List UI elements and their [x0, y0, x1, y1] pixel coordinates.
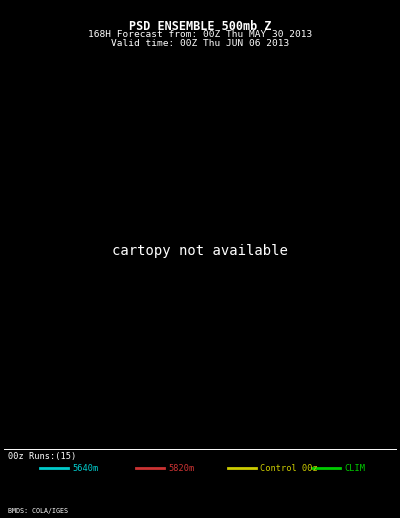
Text: 00z Runs:(15): 00z Runs:(15)	[8, 452, 76, 461]
Text: Control 00z: Control 00z	[260, 464, 318, 473]
Text: PSD ENSEMBLE 500mb Z: PSD ENSEMBLE 500mb Z	[129, 20, 271, 33]
Text: cartopy not available: cartopy not available	[112, 244, 288, 258]
Text: CLIM: CLIM	[344, 464, 365, 473]
Text: BMDS: COLA/IGES: BMDS: COLA/IGES	[8, 508, 68, 514]
Text: Valid time: 00Z Thu JUN 06 2013: Valid time: 00Z Thu JUN 06 2013	[111, 39, 289, 48]
Text: 5640m: 5640m	[72, 464, 98, 473]
Text: 168H Forecast from: 00Z Thu MAY 30 2013: 168H Forecast from: 00Z Thu MAY 30 2013	[88, 30, 312, 39]
Text: 5820m: 5820m	[168, 464, 194, 473]
